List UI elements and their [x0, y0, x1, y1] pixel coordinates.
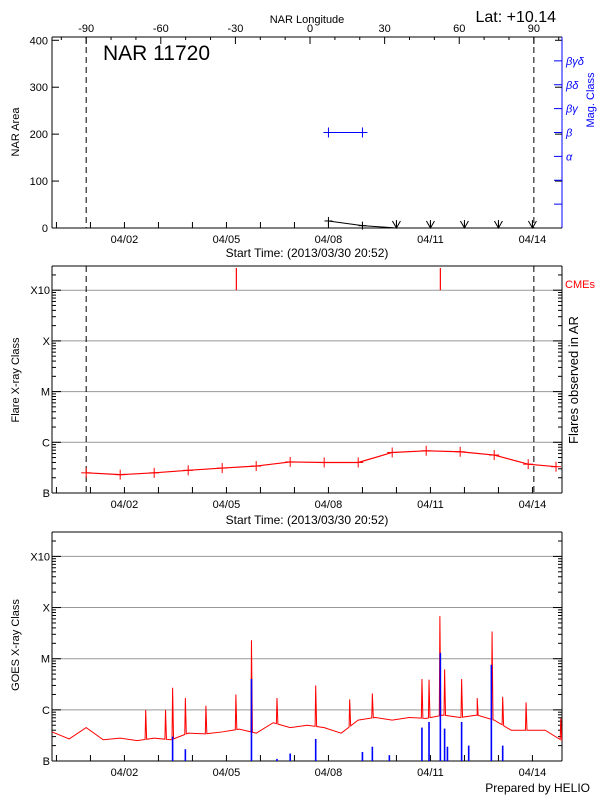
latitude-label: Lat: +10.14 — [475, 9, 556, 26]
y-tick-label: X10 — [30, 551, 50, 563]
y-tick-label: C — [42, 705, 50, 717]
mag-class-tick-label: βδ — [565, 80, 579, 92]
y-tick-label: 400 — [30, 35, 48, 47]
mag-class-tick-label: βγδ — [565, 56, 585, 68]
x-tick-label: 04/08 — [315, 767, 343, 779]
longitude-tick-label: 30 — [379, 23, 391, 35]
flares-observed-title: Flares observed in AR — [566, 316, 581, 444]
x-tick-label: 04/11 — [417, 767, 444, 779]
x-tick-label: 04/02 — [111, 499, 139, 511]
x-tick-label: 04/02 — [111, 767, 139, 779]
x-tick-label: 04/14 — [519, 767, 547, 779]
area-upper-limit-marker — [392, 220, 401, 230]
mag-class-tick-label: α — [566, 151, 573, 163]
flare-axis-title: Flare X-ray Class — [10, 337, 22, 422]
y-tick-label: X — [43, 336, 51, 348]
y-tick-label: 100 — [30, 176, 48, 188]
prepared-by-credit: Prepared by HELIO — [485, 781, 590, 795]
mag-class-axis-title: Mag. Class — [585, 72, 597, 128]
longitude-axis-title: NAR Longitude — [270, 14, 345, 26]
longitude-tick-label: 0 — [307, 23, 313, 35]
panel1-start-time: Start Time: (2013/03/30 20:52) — [226, 246, 389, 260]
x-tick-label: 04/02 — [111, 234, 139, 246]
x-tick-label: 04/08 — [315, 499, 343, 511]
y-tick-label: 300 — [30, 82, 48, 94]
area-upper-limit-marker — [494, 220, 503, 230]
mag-class-tick-label: βγ — [565, 104, 579, 116]
area-upper-limit-marker — [528, 220, 537, 230]
area-upper-limit-marker — [426, 220, 435, 230]
y-tick-label: X — [43, 603, 51, 615]
longitude-tick-label: -30 — [227, 23, 243, 35]
longitude-tick-label: -90 — [78, 23, 94, 35]
x-tick-label: 04/05 — [213, 499, 241, 511]
y-tick-label: C — [42, 437, 50, 449]
x-tick-label: 04/08 — [315, 234, 343, 246]
x-tick-label: 04/11 — [417, 499, 444, 511]
y-tick-label: X10 — [30, 285, 50, 297]
goes-axis-title: GOES X-ray Class — [10, 599, 22, 691]
x-tick-label: 04/05 — [213, 767, 241, 779]
longitude-tick-label: 60 — [453, 23, 465, 35]
y-tick-label: B — [43, 756, 50, 768]
longitude-tick-label: 90 — [528, 23, 540, 35]
y-tick-label: M — [41, 654, 50, 666]
y-tick-label: 200 — [30, 129, 48, 141]
area-upper-limit-marker — [460, 220, 469, 230]
y-tick-label: M — [41, 387, 50, 399]
y-tick-label: 0 — [42, 223, 48, 235]
longitude-tick-label: -60 — [153, 23, 169, 35]
panel2-start-time: Start Time: (2013/03/30 20:52) — [226, 513, 389, 527]
y-tick-label: B — [43, 488, 50, 500]
goes-long-channel-line — [51, 616, 563, 742]
cme-label: CMEs — [565, 279, 595, 291]
x-tick-label: 04/14 — [519, 234, 547, 246]
area-axis-title: NAR Area — [10, 107, 22, 157]
region-title: NAR 11720 — [103, 42, 210, 65]
mag-class-tick-label: β — [565, 128, 573, 140]
x-tick-label: 04/11 — [417, 234, 444, 246]
x-tick-label: 04/14 — [519, 499, 547, 511]
x-tick-label: 04/05 — [213, 234, 241, 246]
